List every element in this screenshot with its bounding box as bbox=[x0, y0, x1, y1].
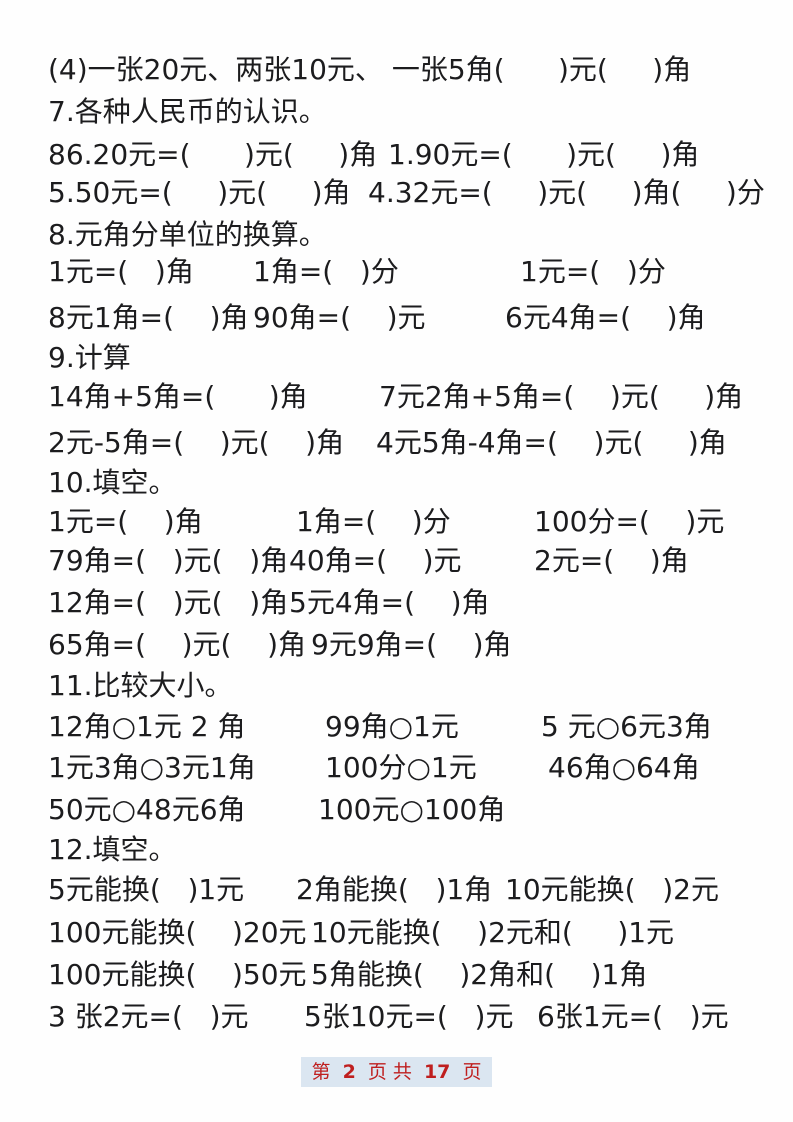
worksheet-line: 14角+5角=( )角 7元2角+5角=( )元( )角 bbox=[0, 376, 793, 418]
worksheet-line: 9.计算 bbox=[0, 337, 793, 379]
worksheet-text: 10元能换( )2元和( )1元 bbox=[311, 916, 675, 949]
worksheet-line: 11.比较大小。 bbox=[0, 665, 793, 707]
worksheet-text: 5张10元=( )元 bbox=[304, 1000, 514, 1033]
worksheet-text: 1角=( )分 bbox=[253, 255, 399, 288]
worksheet-text: 9元9角=( )角 bbox=[311, 628, 512, 661]
footer-text-after: 页 bbox=[462, 1061, 482, 1083]
worksheet-text: 7.各种人民币的认识。 bbox=[48, 95, 327, 128]
worksheet-text: 11.比较大小。 bbox=[48, 669, 233, 702]
worksheet-text: 1元=( )角 bbox=[48, 255, 194, 288]
worksheet-text: (4)一张20元、两张10元、 一张5角( )元( )角 bbox=[48, 53, 692, 86]
worksheet-text: 5元能换( )1元 bbox=[48, 873, 245, 906]
worksheet-text: 5.50元=( )元( )角 bbox=[48, 176, 351, 209]
worksheet-line: 8元1角=( )角 90角=( )元 6元4角=( )角 bbox=[0, 297, 793, 339]
worksheet-text: 1.90元=( )元( )角 bbox=[388, 138, 700, 171]
worksheet-text: 8元1角=( )角 bbox=[48, 301, 249, 334]
worksheet-line: 86.20元=( )元( )角 1.90元=( )元( )角 bbox=[0, 134, 793, 176]
worksheet-line: 12.填空。 bbox=[0, 829, 793, 871]
worksheet-text: 100元能换( )50元 bbox=[48, 958, 307, 991]
worksheet-text: 1元=( )分 bbox=[520, 255, 666, 288]
worksheet-text: 100元能换( )20元 bbox=[48, 916, 307, 949]
worksheet-line: 1元=( )角 1角=( )分 100分=( )元 bbox=[0, 501, 793, 543]
worksheet-text: 14角+5角=( )角 bbox=[48, 380, 308, 413]
worksheet-text: 2元-5角=( )元( )角 bbox=[48, 426, 345, 459]
worksheet-text: 100分=( )元 bbox=[534, 505, 725, 538]
worksheet-text: 10.填空。 bbox=[48, 466, 177, 499]
worksheet-line: 1元=( )角 1角=( )分 1元=( )分 bbox=[0, 251, 793, 293]
current-page-number: 2 bbox=[342, 1061, 356, 1083]
worksheet-text: 86.20元=( )元( )角 bbox=[48, 138, 378, 171]
worksheet-text: 5 元○6元3角 bbox=[541, 710, 712, 743]
worksheet-line: 10.填空。 bbox=[0, 462, 793, 504]
worksheet-text: 99角○1元 bbox=[325, 710, 459, 743]
worksheet-line: 7.各种人民币的认识。 bbox=[0, 91, 793, 133]
worksheet-line: 50元○48元6角 100元○100角 bbox=[0, 789, 793, 831]
worksheet-line: 1元3角○3元1角 100分○1元 46角○64角 bbox=[0, 747, 793, 789]
worksheet-text: 100元○100角 bbox=[318, 793, 506, 826]
worksheet-text: 4.32元=( )元( )角( )分 bbox=[368, 176, 765, 209]
worksheet-text: 90角=( )元 bbox=[253, 301, 426, 334]
worksheet-line: 5.50元=( )元( )角 4.32元=( )元( )角( )分 bbox=[0, 172, 793, 214]
worksheet-text: 4元5角-4角=( )元( )角 bbox=[376, 426, 727, 459]
worksheet-line: 2元-5角=( )元( )角 4元5角-4角=( )元( )角 bbox=[0, 422, 793, 464]
worksheet-text: 40角=( )元 bbox=[289, 544, 462, 577]
worksheet-text: 1角=( )分 bbox=[296, 505, 451, 538]
page-number-indicator: 第 2 页 共 17 页 bbox=[300, 1057, 493, 1087]
worksheet-text: 8.元角分单位的换算。 bbox=[48, 218, 327, 251]
worksheet-text: 50元○48元6角 bbox=[48, 793, 246, 826]
worksheet-text: 100分○1元 bbox=[325, 751, 477, 784]
worksheet-text: 6张1元=( )元 bbox=[537, 1000, 729, 1033]
page-footer: 第 2 页 共 17 页 bbox=[0, 1057, 793, 1087]
footer-text-before: 第 bbox=[311, 1061, 331, 1083]
total-page-count: 17 bbox=[423, 1061, 451, 1083]
worksheet-line: 100元能换( )20元 10元能换( )2元和( )1元 bbox=[0, 912, 793, 954]
worksheet-text: 9.计算 bbox=[48, 341, 131, 374]
worksheet-text: 7元2角+5角=( )元( )角 bbox=[379, 380, 744, 413]
worksheet-text: 5角能换( )2角和( )1角 bbox=[311, 958, 648, 991]
worksheet-text: 10元能换( )2元 bbox=[505, 873, 719, 906]
footer-text-between: 页 共 bbox=[367, 1061, 412, 1083]
worksheet-line: (4)一张20元、两张10元、 一张5角( )元( )角 bbox=[0, 49, 793, 91]
worksheet-line: 65角=( )元( )角 9元9角=( )角 bbox=[0, 624, 793, 666]
worksheet-text: 12角=( )元( )角 bbox=[48, 586, 289, 619]
worksheet-line: 8.元角分单位的换算。 bbox=[0, 214, 793, 256]
worksheet-line: 12角○1元 2 角 99角○1元 5 元○6元3角 bbox=[0, 706, 793, 748]
worksheet-text: 6元4角=( )角 bbox=[505, 301, 706, 334]
worksheet-text: 2元=( )角 bbox=[534, 544, 689, 577]
worksheet-line: 79角=( )元( )角 40角=( )元 2元=( )角 bbox=[0, 540, 793, 582]
worksheet-text: 1元3角○3元1角 bbox=[48, 751, 256, 784]
worksheet-text: 12角○1元 2 角 bbox=[48, 710, 246, 743]
worksheet-text: 12.填空。 bbox=[48, 833, 177, 866]
worksheet-text: 3 张2元=( )元 bbox=[48, 1000, 249, 1033]
worksheet-text: 46角○64角 bbox=[548, 751, 700, 784]
worksheet-text: 2角能换( )1角 bbox=[296, 873, 493, 906]
worksheet-text: 79角=( )元( )角 bbox=[48, 544, 289, 577]
worksheet-text: 1元=( )角 bbox=[48, 505, 203, 538]
worksheet-text: 65角=( )元( )角 bbox=[48, 628, 306, 661]
worksheet-line: 100元能换( )50元 5角能换( )2角和( )1角 bbox=[0, 954, 793, 996]
worksheet-text: 5元4角=( )角 bbox=[289, 586, 490, 619]
worksheet-line: 3 张2元=( )元 5张10元=( )元 6张1元=( )元 bbox=[0, 996, 793, 1038]
worksheet-line: 12角=( )元( )角 5元4角=( )角 bbox=[0, 582, 793, 624]
worksheet-line: 5元能换( )1元 2角能换( )1角 10元能换( )2元 bbox=[0, 869, 793, 911]
